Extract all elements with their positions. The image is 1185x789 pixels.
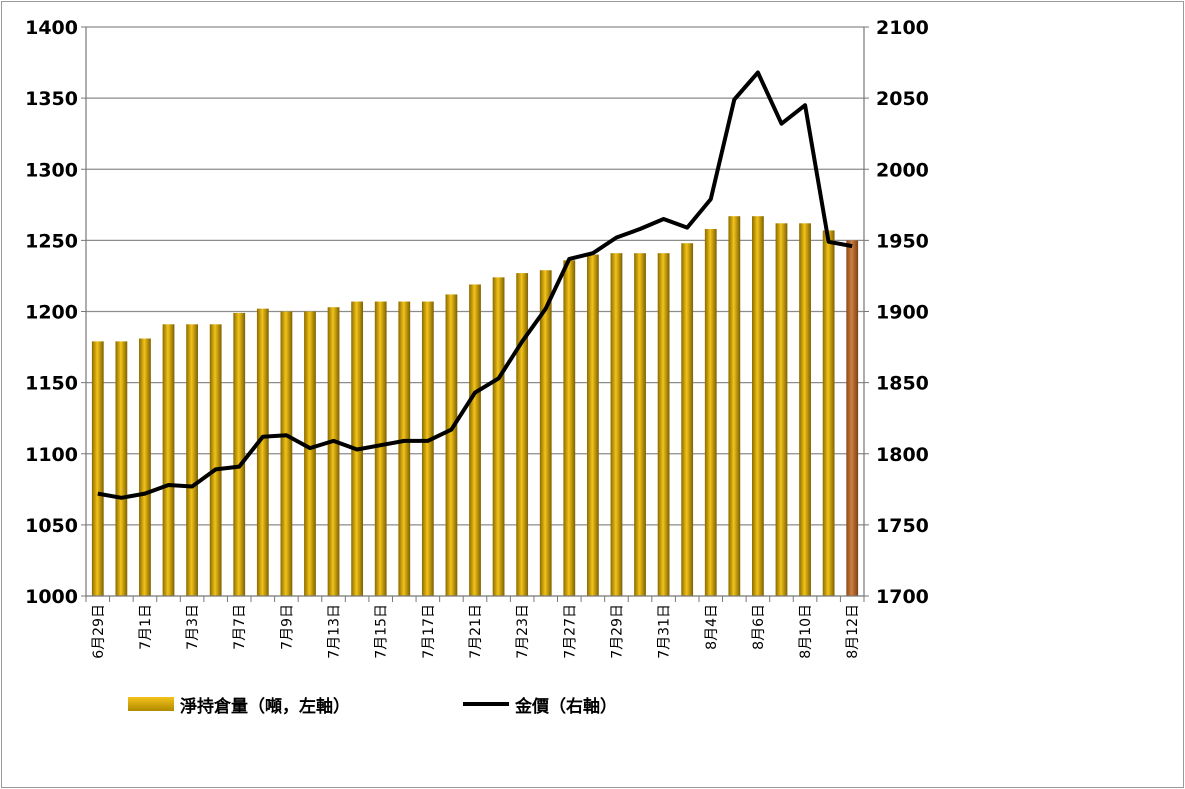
bar bbox=[469, 284, 481, 596]
right-y-tick-label: 1850 bbox=[876, 373, 929, 395]
bar bbox=[115, 341, 128, 596]
bar bbox=[186, 324, 198, 596]
legend-bar-swatch bbox=[128, 697, 174, 711]
x-tick-label: 6月29日 bbox=[91, 604, 107, 659]
bar bbox=[139, 338, 151, 596]
left-y-tick-label: 1050 bbox=[25, 515, 78, 537]
bar bbox=[256, 308, 269, 596]
x-tick-label: 7月9日 bbox=[279, 604, 295, 650]
x-tick-label: 8月12日 bbox=[845, 604, 861, 659]
x-tick-label: 7月1日 bbox=[138, 604, 154, 650]
left-y-axis-labels: 1000 1050 1100 1150 1200 1250 1300 1350 1400 bbox=[25, 17, 78, 608]
left-y-tick-label: 1150 bbox=[25, 373, 78, 395]
bar bbox=[822, 230, 835, 597]
bar bbox=[280, 311, 293, 596]
bar bbox=[657, 253, 670, 597]
x-tick-label: 7月17日 bbox=[421, 604, 437, 659]
bar bbox=[775, 223, 788, 596]
right-y-tick-label: 2050 bbox=[876, 88, 929, 110]
bar bbox=[799, 223, 811, 596]
axes bbox=[81, 26, 869, 602]
legend-item-price: 金價（右軸） bbox=[463, 692, 617, 717]
bar bbox=[610, 253, 623, 597]
bar-series bbox=[91, 216, 859, 597]
bar bbox=[846, 240, 859, 596]
right-y-tick-label: 2100 bbox=[876, 17, 929, 39]
x-tick-label: 7月3日 bbox=[185, 604, 201, 650]
right-y-tick-label: 1900 bbox=[876, 302, 929, 324]
x-tick-label: 8月10日 bbox=[798, 604, 814, 659]
x-tick-label: 7月31日 bbox=[657, 604, 673, 659]
legend-label-holdings: 淨持倉量（噸，左軸） bbox=[180, 696, 350, 717]
x-tick-label: 7月23日 bbox=[515, 604, 531, 659]
bar bbox=[445, 294, 458, 596]
bar bbox=[209, 324, 222, 596]
bar bbox=[516, 273, 529, 596]
bar bbox=[91, 341, 104, 596]
left-y-tick-label: 1000 bbox=[25, 586, 78, 608]
x-tick-label: 7月15日 bbox=[374, 604, 390, 659]
left-y-tick-label: 1100 bbox=[25, 444, 78, 466]
bar bbox=[634, 253, 646, 597]
bar bbox=[586, 254, 599, 596]
right-y-tick-label: 1700 bbox=[876, 586, 929, 608]
right-y-axis-labels: 1700 1750 1800 1850 1900 1950 2000 2050 2100 bbox=[876, 17, 929, 608]
bar bbox=[162, 324, 175, 596]
left-y-tick-label: 1300 bbox=[25, 159, 78, 181]
left-y-tick-label: 1250 bbox=[25, 230, 78, 252]
x-axis-labels: 6月29日 7月1日 7月3日 7月7日 7月9日 7月13日 7月15日 7月17日 7月21… bbox=[91, 604, 861, 659]
bar bbox=[327, 307, 340, 596]
bar bbox=[492, 277, 505, 596]
bar bbox=[704, 228, 717, 596]
x-tick-label: 7月13日 bbox=[327, 604, 343, 659]
legend-label-price: 金價（右軸） bbox=[515, 696, 617, 717]
bar bbox=[728, 216, 741, 596]
x-tick-label: 8月6日 bbox=[751, 604, 767, 650]
x-tick-label: 7月29日 bbox=[609, 604, 625, 659]
x-tick-label: 7月7日 bbox=[232, 604, 248, 650]
bar bbox=[233, 312, 246, 596]
bar bbox=[752, 216, 764, 596]
x-tick-label: 7月21日 bbox=[468, 604, 484, 659]
bar bbox=[563, 260, 576, 596]
right-y-tick-label: 2000 bbox=[876, 159, 929, 181]
legend-line-swatch bbox=[463, 702, 509, 706]
bar bbox=[421, 301, 434, 596]
left-y-tick-label: 1350 bbox=[25, 88, 78, 110]
bar bbox=[681, 243, 694, 596]
legend-item-holdings: 淨持倉量（噸，左軸） bbox=[128, 692, 350, 717]
bar bbox=[304, 311, 316, 596]
bar bbox=[539, 270, 552, 596]
line-series-gold-price bbox=[97, 70, 853, 500]
left-y-tick-label: 1400 bbox=[25, 17, 78, 39]
right-y-tick-label: 1950 bbox=[876, 230, 929, 252]
x-tick-label: 8月4日 bbox=[704, 604, 720, 650]
right-y-tick-label: 1750 bbox=[876, 515, 929, 537]
right-y-tick-label: 1800 bbox=[876, 444, 929, 466]
bar bbox=[398, 301, 411, 596]
x-tick-label: 7月27日 bbox=[562, 604, 578, 659]
left-y-tick-label: 1200 bbox=[25, 302, 78, 324]
bar bbox=[374, 301, 387, 596]
